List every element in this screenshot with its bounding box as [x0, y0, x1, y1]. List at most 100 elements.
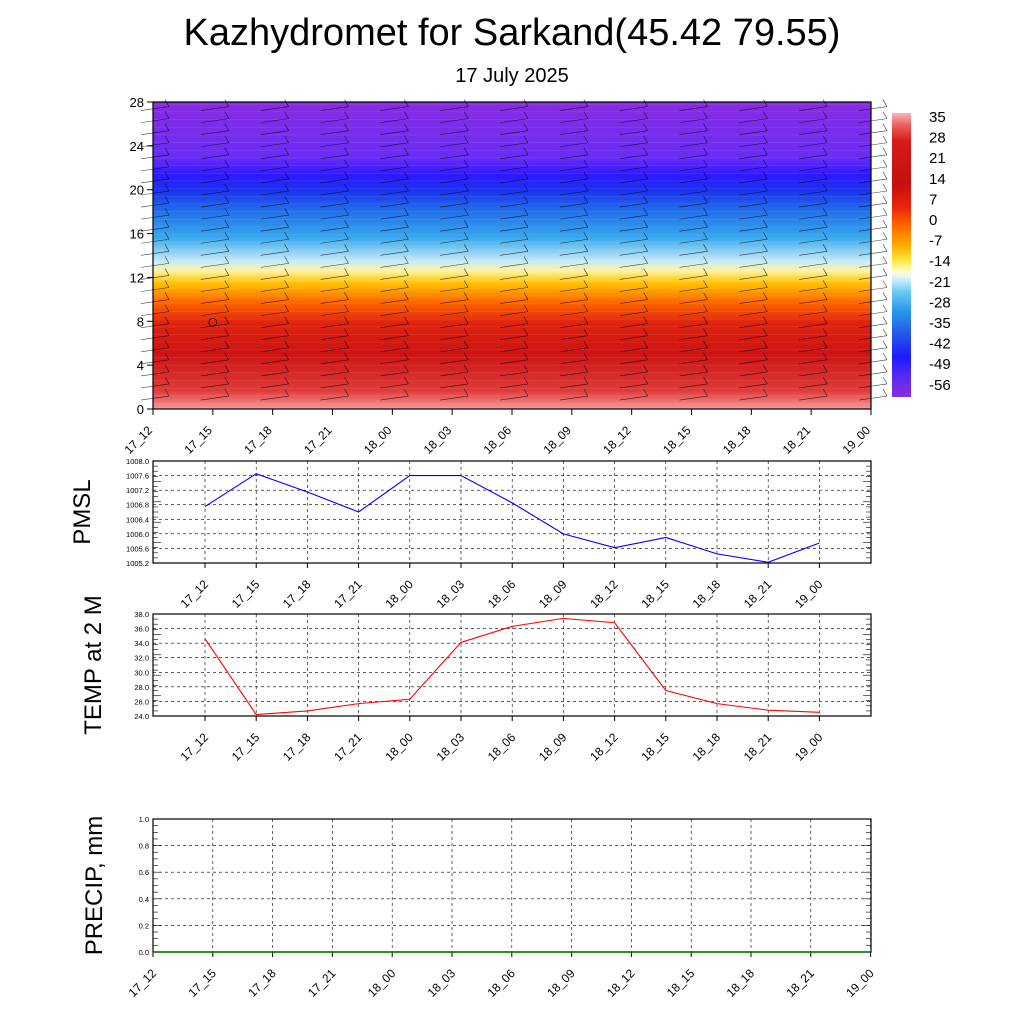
wind-barb-flag — [463, 123, 469, 131]
wind-barb-flag — [643, 364, 648, 373]
wind-barb — [380, 323, 409, 328]
wind-barb-flag — [643, 304, 648, 312]
wind-barb-flag — [463, 388, 469, 397]
wind-barb-flag — [463, 268, 469, 276]
x-tick-label: 19_00 — [792, 577, 826, 611]
wind-barb-flag — [882, 244, 888, 252]
wind-barb — [739, 287, 768, 292]
wind-barb — [739, 263, 768, 268]
wind-barb-flag — [882, 171, 888, 180]
wind-barb-flag — [643, 388, 648, 397]
wind-barb-flag — [164, 280, 170, 288]
wind-barb — [679, 226, 708, 232]
wind-barb — [739, 130, 768, 135]
wind-barb — [739, 275, 768, 280]
wind-barb — [799, 214, 828, 220]
wind-barb — [140, 251, 170, 256]
series-line — [204, 473, 820, 563]
precip-panel: 1.0 0.8 0.6 0.4 0.2 0.0 17_12 17_15 17_18 17_21 18… — [81, 815, 877, 1000]
x-tick-label: 17_18 — [241, 423, 275, 457]
wind-barb — [739, 238, 768, 244]
wind-barb — [799, 251, 828, 256]
wind-barb — [320, 335, 349, 341]
wind-barb — [260, 130, 289, 135]
wind-barb-flag — [703, 171, 708, 180]
wind-barb-flag — [523, 268, 529, 276]
wind-barb-flag — [703, 111, 708, 119]
x-tick-label: 18_09 — [536, 730, 570, 764]
y-tick-label: 1005.6 — [126, 544, 149, 553]
wind-barb — [499, 359, 529, 365]
wind-barb — [679, 263, 708, 268]
wind-barb — [559, 202, 588, 208]
wind-barb-flag — [643, 244, 648, 252]
wind-barb — [499, 202, 529, 208]
wind-barb — [739, 347, 768, 353]
wind-barb-flag — [224, 256, 230, 264]
wind-barb — [260, 263, 289, 268]
wind-barb — [440, 118, 469, 123]
wind-barb-flag — [463, 340, 469, 348]
wind-barb-flag — [284, 123, 289, 131]
wind-barb-flag — [822, 171, 828, 180]
wind-barb — [380, 178, 409, 184]
wind-barb-flag — [284, 256, 289, 264]
colorbar-label: -28 — [929, 294, 951, 311]
y-tick-label: 1007.6 — [126, 472, 149, 481]
wind-barb — [440, 383, 469, 389]
wind-barb-flag — [463, 232, 469, 240]
wind-barb-flag — [224, 268, 230, 276]
wind-barb-flag — [284, 364, 289, 373]
wind-barb — [619, 202, 648, 208]
wind-barb-flag — [583, 232, 589, 240]
wind-barb-flag — [763, 232, 768, 240]
wind-barb — [559, 371, 588, 377]
wind-barb — [140, 395, 170, 401]
wind-barb — [320, 226, 349, 232]
wind-barb — [799, 383, 828, 389]
wind-barb-flag — [822, 99, 828, 107]
wind-barb — [799, 178, 828, 184]
wind-barb — [679, 142, 708, 148]
wind-barb-flag — [882, 99, 888, 107]
x-tick-label: 17_15 — [229, 577, 263, 611]
wind-barb-flag — [224, 316, 230, 324]
wind-barb-flag — [882, 135, 888, 143]
chart-title: Kazhydromet for Sarkand(45.42 79.55) — [183, 12, 841, 54]
wind-barb — [559, 118, 588, 123]
wind-barb-flag — [404, 99, 409, 107]
wind-barb — [559, 226, 588, 232]
colorbar-label: 7 — [929, 191, 937, 208]
wind-barb — [739, 251, 768, 256]
wind-barb — [619, 214, 648, 220]
x-tick-label: 18_00 — [361, 423, 395, 457]
wind-barb-flag — [703, 123, 708, 131]
wind-barb — [380, 371, 409, 377]
wind-barb — [799, 311, 828, 316]
y-axis-title: TEMP at 2 M — [80, 595, 107, 735]
wind-barb-flag — [763, 220, 768, 228]
wind-barb-flag — [583, 159, 589, 168]
wind-barb — [320, 383, 349, 389]
wind-barb-flag — [344, 328, 349, 336]
wind-barb — [619, 263, 648, 268]
wind-barb-flag — [703, 232, 708, 240]
wind-barb-flag — [583, 268, 589, 276]
wind-barb — [440, 263, 469, 268]
x-tick-label: 18_06 — [484, 966, 518, 1000]
wind-barb — [739, 383, 768, 389]
wind-barb — [499, 190, 529, 196]
wind-barb-flag — [284, 280, 289, 288]
wind-barb-flag — [164, 99, 170, 107]
wind-barb — [380, 263, 409, 268]
y-tick-label: 28 — [130, 95, 144, 110]
wind-barb-flag — [164, 376, 170, 385]
wind-barb-flag — [344, 183, 349, 192]
x-tick-label: 17_18 — [280, 577, 314, 611]
wind-barb-flag — [404, 232, 409, 240]
wind-barb-flag — [643, 256, 648, 264]
wind-barb-flag — [224, 340, 230, 348]
wind-barb — [380, 118, 409, 123]
wind-barb — [619, 371, 648, 377]
wind-barb-flag — [404, 147, 409, 155]
